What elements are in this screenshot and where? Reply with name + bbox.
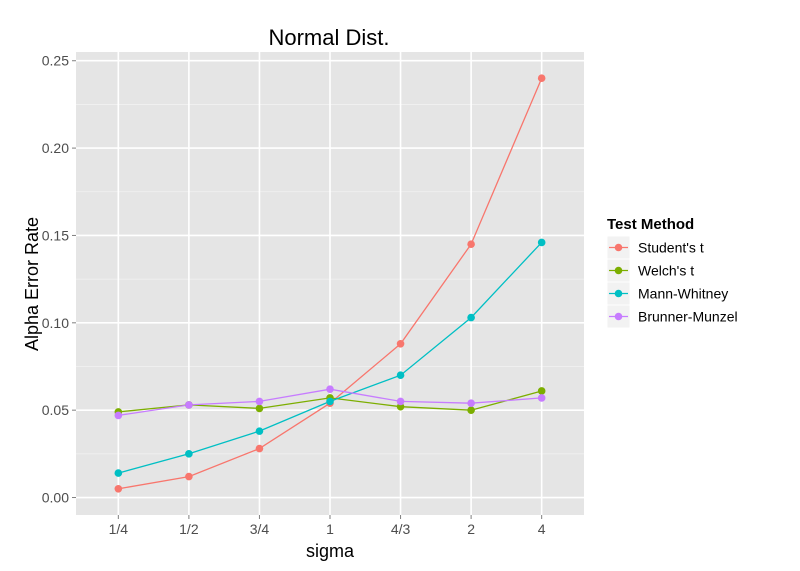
data-point <box>185 450 193 458</box>
data-point <box>255 427 264 435</box>
data-point <box>467 399 475 407</box>
data-point <box>396 397 405 406</box>
x-tick-label: 4/3 <box>391 521 411 537</box>
y-tick-label: 0.10 <box>42 315 69 331</box>
data-point <box>396 371 405 380</box>
y-tick-label: 0.00 <box>42 490 69 506</box>
data-point <box>467 313 475 322</box>
x-axis: 1/4 1/2 3/4 1 4/3 2 4 <box>109 515 546 537</box>
x-tick-label: 1/4 <box>109 521 129 537</box>
data-point <box>396 339 405 348</box>
data-point <box>537 394 546 402</box>
x-tick-label: 4 <box>538 521 546 537</box>
data-point <box>326 385 334 394</box>
legend: Test Method Student's t Welch's t Mann-Whi… <box>606 216 738 329</box>
data-point <box>467 406 475 414</box>
data-point <box>537 387 546 395</box>
y-tick-label: 0.25 <box>42 53 69 69</box>
data-point <box>114 484 123 493</box>
data-point <box>537 74 546 83</box>
legend-title: Test Method <box>607 216 694 233</box>
legend-label: Welch's t <box>638 263 694 279</box>
legend-key-point <box>614 312 623 321</box>
data-point <box>326 397 334 406</box>
legend-key-point <box>614 266 623 275</box>
y-tick-label: 0.15 <box>42 227 69 243</box>
series-layer <box>114 74 546 493</box>
x-tick-label: 1/2 <box>179 521 199 537</box>
data-point <box>114 411 123 420</box>
data-point <box>396 402 405 411</box>
legend-key-point <box>614 289 623 298</box>
data-point <box>255 444 264 453</box>
x-tick-label: 1 <box>326 521 334 537</box>
data-point <box>255 397 264 406</box>
data-point <box>114 469 123 477</box>
data-point <box>185 472 193 481</box>
legend-label: Brunner-Munzel <box>638 309 738 325</box>
data-point <box>185 401 193 409</box>
y-tick-label: 0.05 <box>42 402 69 418</box>
data-point <box>255 404 264 413</box>
x-axis-title: sigma <box>306 541 355 561</box>
chart-title: Normal Dist. <box>268 25 389 50</box>
legend-label: Mann-Whitney <box>638 286 728 302</box>
x-tick-label: 3/4 <box>250 521 270 537</box>
y-axis: 0.00 0.05 0.10 0.15 0.20 0.25 <box>42 53 76 506</box>
y-axis-title: Alpha Error Rate <box>22 217 42 351</box>
legend-key-point <box>614 243 623 252</box>
legend-label: Student's t <box>638 240 704 256</box>
y-tick-label: 0.20 <box>42 140 69 156</box>
data-point <box>467 240 475 248</box>
x-tick-label: 2 <box>467 521 475 537</box>
major-gridlines <box>76 52 584 515</box>
data-point <box>537 238 546 247</box>
